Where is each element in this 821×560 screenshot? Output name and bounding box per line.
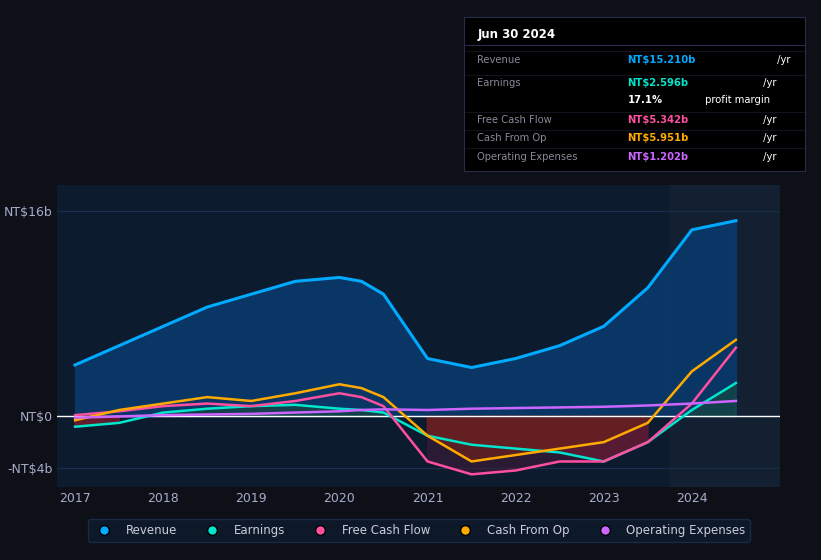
Legend: Revenue, Earnings, Free Cash Flow, Cash From Op, Operating Expenses: Revenue, Earnings, Free Cash Flow, Cash … xyxy=(88,519,750,542)
Text: Jun 30 2024: Jun 30 2024 xyxy=(478,27,556,40)
Text: 17.1%: 17.1% xyxy=(627,95,663,105)
Text: /yr: /yr xyxy=(774,54,791,64)
Text: NT$15.210b: NT$15.210b xyxy=(627,54,695,64)
Text: Revenue: Revenue xyxy=(478,54,521,64)
Text: /yr: /yr xyxy=(759,133,776,143)
Text: NT$2.596b: NT$2.596b xyxy=(627,78,689,88)
Text: profit margin: profit margin xyxy=(702,95,770,105)
Bar xyxy=(670,185,789,487)
Text: Earnings: Earnings xyxy=(478,78,521,88)
Text: Free Cash Flow: Free Cash Flow xyxy=(478,115,553,125)
Text: /yr: /yr xyxy=(759,78,776,88)
Text: Cash From Op: Cash From Op xyxy=(478,133,547,143)
Text: Operating Expenses: Operating Expenses xyxy=(478,152,578,161)
Text: NT$1.202b: NT$1.202b xyxy=(627,152,689,161)
Text: /yr: /yr xyxy=(759,152,776,161)
Text: NT$5.342b: NT$5.342b xyxy=(627,115,689,125)
Text: NT$5.951b: NT$5.951b xyxy=(627,133,689,143)
Text: /yr: /yr xyxy=(759,115,776,125)
